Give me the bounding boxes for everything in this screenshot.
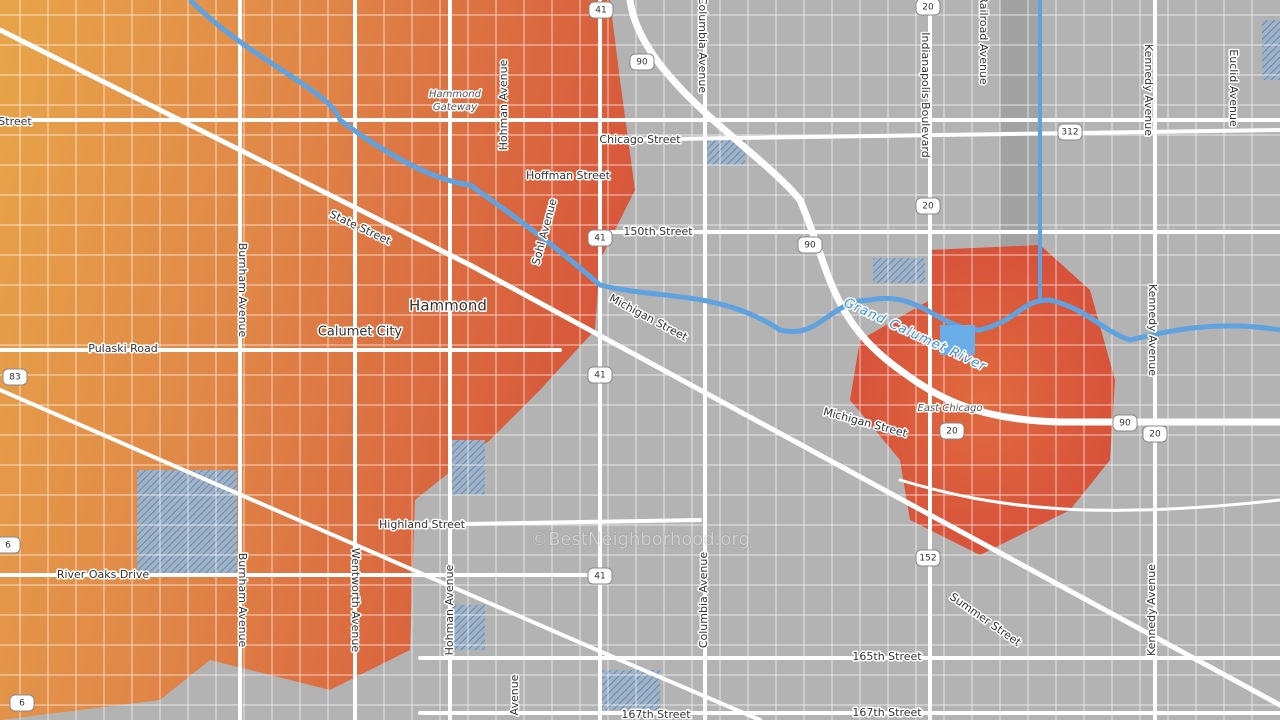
street-label: East Chicago — [918, 403, 983, 414]
shield-number: 41 — [595, 6, 606, 16]
shield-box — [915, 197, 941, 215]
street-label: 167th Street — [852, 706, 922, 719]
street-label: Wentworth Avenue — [349, 548, 362, 652]
street-label: 165th Street — [852, 650, 922, 663]
interstate — [626, 0, 1280, 426]
shield-box — [915, 549, 941, 567]
street-label: River Oaks Drive — [57, 568, 150, 581]
street-label: Hohman Avenue — [443, 564, 456, 655]
street-label: 167th Street — [621, 708, 691, 720]
route-shield: 20 — [915, 0, 941, 16]
shield-number: 90 — [636, 58, 648, 68]
route-shield: 90 — [629, 53, 655, 71]
shield-number: 90 — [804, 241, 816, 251]
route-shield: 152 — [915, 549, 941, 567]
road — [0, 118, 1280, 715]
hatched-areas — [137, 20, 1280, 710]
shield-box — [939, 422, 965, 440]
street-label: Gateway — [433, 102, 478, 113]
shield-box — [1142, 425, 1168, 443]
route-shield: 41 — [587, 229, 613, 247]
route-shield: 312 — [1057, 123, 1083, 141]
route-shield: 41 — [587, 366, 613, 384]
shield-box — [1057, 123, 1083, 141]
route-shield: 41 — [588, 1, 614, 19]
shield-number: 20 — [922, 3, 934, 13]
street-label: Hammond — [429, 89, 482, 100]
route-shield: 20 — [939, 422, 965, 440]
road — [898, 478, 1280, 512]
shield-box — [0, 536, 21, 554]
street-label: Burnham Avenue — [236, 553, 249, 648]
watermark: ©BestNeighborhood.org — [530, 529, 750, 550]
shield-number: 152 — [919, 554, 936, 564]
river — [188, 0, 1280, 343]
street-label: Columbia Avenue — [696, 0, 709, 93]
shield-number: 41 — [594, 572, 605, 582]
street-label: Avenue — [508, 674, 521, 715]
street-label: Street — [0, 115, 32, 128]
route-shield: 83 — [2, 368, 28, 386]
park — [873, 258, 925, 283]
street-label: Indianapolis Boulevard — [919, 32, 932, 157]
route-shield: 20 — [1142, 425, 1168, 443]
road — [0, 27, 1280, 708]
route-shield: 41 — [587, 567, 613, 585]
shield-number: 6 — [5, 541, 11, 551]
street-label: Pulaski Road — [88, 342, 157, 355]
street-label: Columbia Avenue — [697, 552, 710, 649]
street-label: Railroad Avenue — [977, 0, 990, 85]
street-label: Chicago Street — [599, 133, 681, 146]
pond — [940, 325, 975, 355]
route-shield: 6 — [0, 536, 21, 554]
shield-number: 20 — [1149, 430, 1161, 440]
street-label: Hohman Avenue — [497, 59, 510, 150]
street-label: Kennedy Avenue — [1145, 564, 1158, 656]
street-label: Kennedy Avenue — [1142, 44, 1155, 136]
park — [600, 670, 660, 710]
shield-number: 90 — [1119, 419, 1131, 429]
shield-box — [587, 567, 613, 585]
street-label: 150th Street — [623, 225, 693, 238]
shield-box — [587, 229, 613, 247]
shield-number: 41 — [594, 234, 605, 244]
shield-number: 312 — [1061, 128, 1078, 138]
shield-box — [587, 366, 613, 384]
land-block — [1000, 0, 1040, 260]
shield-number: 20 — [946, 427, 958, 437]
shield-box — [629, 53, 655, 71]
street-label: Calumet City — [318, 325, 403, 340]
shield-box — [1112, 414, 1138, 432]
shield-number: 83 — [9, 373, 20, 383]
street-label: Hoffman Street — [526, 169, 611, 182]
shield-number: 41 — [594, 371, 605, 381]
shields: 41 90 20 312 41 90 20 41 90 20 20 83 6 152 41 6 — [0, 0, 1168, 712]
route-shield: 20 — [915, 197, 941, 215]
street-label: Hammond — [409, 297, 487, 315]
street-label: Highland Street — [379, 518, 466, 531]
shield-box — [588, 1, 614, 19]
route-shield: 90 — [797, 236, 823, 254]
shield-number: 20 — [922, 202, 934, 212]
route-shield: 90 — [1112, 414, 1138, 432]
route-shield: 6 — [9, 694, 35, 712]
shield-number: 6 — [19, 699, 25, 709]
street-label: Burnham Avenue — [236, 243, 249, 338]
shield-box — [2, 368, 28, 386]
shield-box — [9, 694, 35, 712]
street-label: Euclid Avenue — [1227, 49, 1240, 127]
street-label: Kennedy Avenue — [1146, 284, 1159, 376]
shield-box — [915, 0, 941, 16]
park — [1262, 20, 1280, 80]
road — [238, 0, 1157, 720]
shield-box — [797, 236, 823, 254]
